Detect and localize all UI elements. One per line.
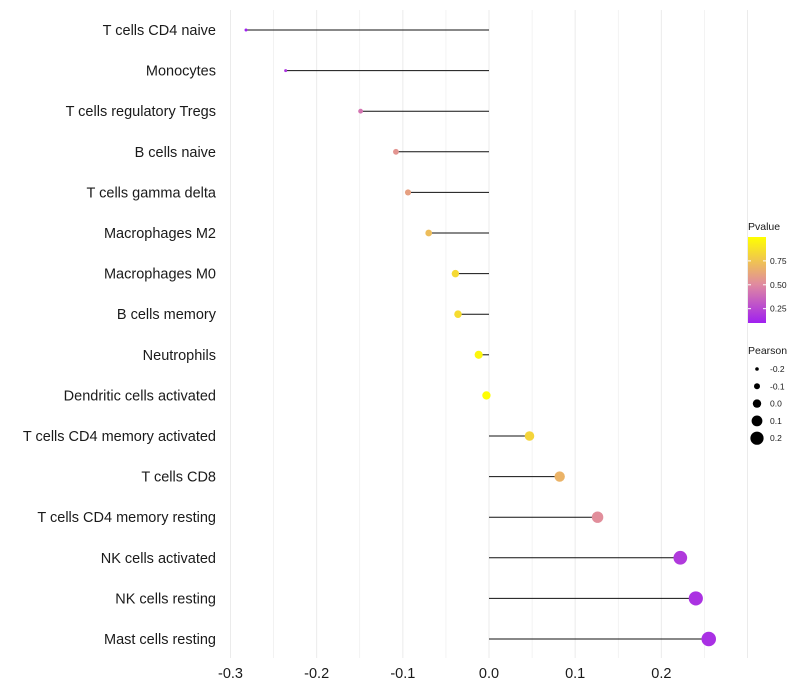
category-label: T cells CD4 naive [103,23,216,39]
category-label: Macrophages M0 [104,267,216,283]
category-label: Neutrophils [143,348,216,364]
lollipop-point [393,148,399,155]
legend-size-label: -0.2 [770,364,785,374]
x-tick-label: 0.2 [651,666,671,682]
legend-color-tick-label: 0.75 [770,256,787,266]
legend-size-dot [754,383,760,390]
lollipop-point [404,189,412,196]
category-label: Macrophages M2 [104,226,216,242]
lollipop-point [554,471,565,482]
category-label: Mast cells resting [104,632,216,648]
category-label: T cells regulatory Tregs [66,104,216,120]
legend-size-title: Pearson [748,345,787,357]
x-axis-ticks: -0.3 -0.2 -0.1 0.0 0.1 0.2 [218,666,671,682]
x-tick-label: 0.1 [565,666,585,682]
legend-size-label: 0.1 [770,416,782,426]
lollipop-points [244,28,717,647]
legend-size-label: -0.1 [770,381,785,391]
legend-color-ticks: 0.25 0.50 0.75 [748,256,787,314]
category-label: Dendritic cells activated [64,388,216,404]
x-tick-label: -0.3 [218,666,243,682]
category-labels: T cells CD4 naive Monocytes T cells regula… [23,23,217,648]
legend-color-title: Pvalue [748,221,780,233]
lollipop-point [482,391,491,400]
legend-size-dot [752,399,762,408]
legend-size-dot [750,431,764,445]
legend-color-tick-label: 0.25 [770,304,787,314]
category-label: B cells naive [135,145,216,161]
lollipop-point [688,591,703,606]
category-label: T cells CD4 memory resting [37,510,216,526]
lollipop-point [673,550,688,565]
category-label: NK cells resting [115,591,216,607]
category-label: T cells CD8 [141,470,216,486]
lollipop-point [358,108,364,114]
lollipop-point [284,69,288,73]
legend-size-label: 0.2 [770,433,782,443]
category-label: T cells gamma delta [87,185,217,201]
grid-lines [230,10,749,658]
legend-size-label: 0.0 [770,399,782,409]
legend-color-bar [748,237,766,323]
x-tick-label: 0.0 [479,666,499,682]
lollipop-point [451,269,460,278]
lollipop-point [701,631,717,647]
legend-size-dot [755,367,759,371]
legend-size-items: -0.2 -0.1 0.0 0.1 0.2 [750,364,785,445]
legend-color-tick-label: 0.50 [770,280,787,290]
lollipop-point [454,310,462,318]
lollipop-stems [246,29,709,640]
lollipop-point [524,431,535,441]
lollipop-point [244,28,248,32]
lollipop-point [425,229,433,237]
legend: Pvalue 0.25 0.50 0.75 Pearson -0.2 -0.1 0.0 0… [748,221,787,445]
lollipop-point [474,350,483,359]
category-label: T cells CD4 memory activated [23,429,216,445]
legend-size-dot [751,415,763,427]
x-tick-label: -0.2 [304,666,329,682]
x-tick-label: -0.1 [390,666,415,682]
category-label: B cells memory [117,307,217,323]
category-label: NK cells activated [101,551,216,567]
category-label: Monocytes [146,64,216,80]
lollipop-point [591,511,604,523]
